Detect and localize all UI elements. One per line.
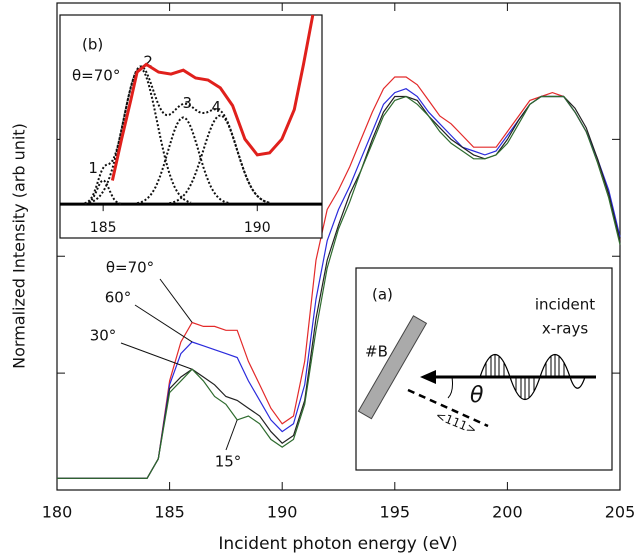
peak-label: 2 — [143, 53, 153, 71]
leader-line — [134, 304, 193, 343]
wave-hatch — [485, 355, 565, 399]
y-axis-label: Normalized Intensity (arb unit) — [10, 123, 29, 369]
fit-peak — [169, 114, 272, 205]
sample-label: #B — [365, 343, 388, 361]
inset-panel-label: (b) — [82, 36, 103, 54]
peak-label: 3 — [183, 94, 193, 112]
fit-peak — [136, 116, 230, 205]
plot-frame — [56, 2, 621, 491]
leader-line — [225, 419, 238, 451]
data-line — [110, 14, 315, 181]
series-label: 30° — [90, 327, 117, 345]
main-plot: 180 185 190 195 200 205 θ=70° 60° 30° 15° — [42, 3, 636, 522]
arrowhead — [420, 370, 436, 384]
peak-label: 1 — [88, 159, 98, 177]
x-axis-label: Incident photon energy (eV) — [218, 534, 457, 554]
wave — [479, 354, 586, 400]
inset-annotation: θ=70° — [72, 67, 120, 85]
x-tick-label: 190 — [267, 503, 298, 522]
series-label: θ=70° — [106, 259, 154, 277]
inset-plot: 185 190 1 2 3 4 — [60, 14, 322, 236]
x-tick-label: 190 — [244, 220, 271, 236]
normal-direction — [407, 388, 489, 428]
x-tick-label: 185 — [90, 220, 117, 236]
data-line — [57, 95, 621, 479]
x-tick-label: 205 — [605, 503, 636, 522]
sample-plate — [357, 315, 428, 420]
x-tick-label: 185 — [154, 503, 185, 522]
series-label: 15° — [215, 453, 242, 471]
peak-label: 4 — [212, 98, 222, 116]
angle-label: θ — [470, 383, 484, 408]
series-label: 60° — [105, 289, 132, 307]
angle-arc — [447, 376, 453, 399]
diagram-panel-label: (a) — [372, 286, 393, 304]
beam-label: x-rays — [542, 320, 589, 338]
x-tick-label: 195 — [380, 503, 411, 522]
leader-line — [159, 278, 193, 323]
fit-envelope — [84, 65, 269, 205]
x-tick-label: 200 — [492, 503, 523, 522]
x-tick-label: 180 — [42, 503, 73, 522]
diagram-a: (a) incident x-rays #B θ <111> — [355, 267, 613, 471]
leader-line — [120, 342, 193, 370]
beam-label: incident — [535, 296, 595, 314]
